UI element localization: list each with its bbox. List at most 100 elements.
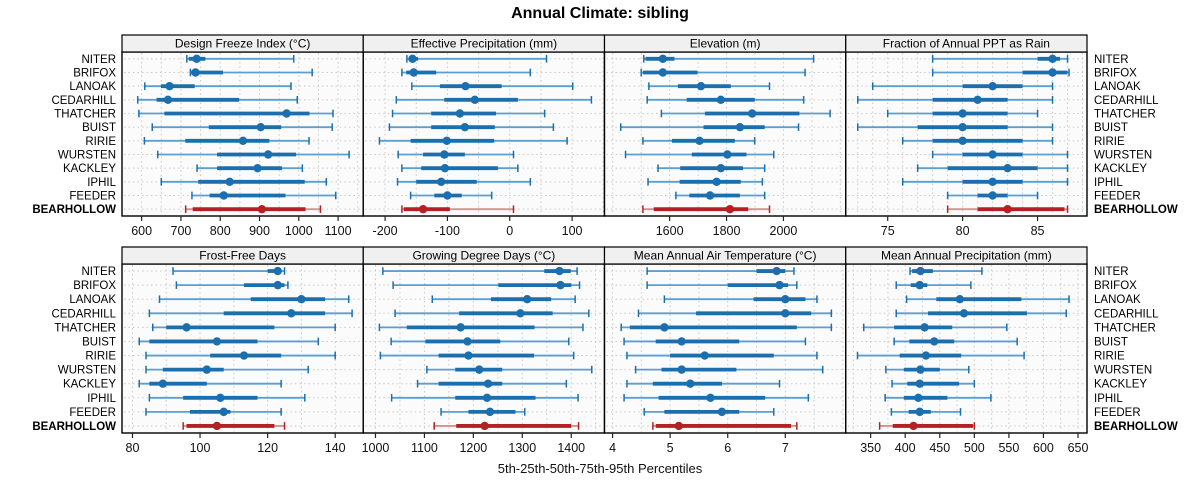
median-dot xyxy=(257,204,267,214)
percentile-row-brifox xyxy=(931,68,1070,77)
site-label-right-ririe: RIRIE xyxy=(1094,351,1125,363)
median-dot xyxy=(455,109,465,118)
percentile-row-kackley xyxy=(416,379,568,388)
percentile-row-lanoak xyxy=(871,81,1054,91)
percentile-row-brifox xyxy=(895,280,972,290)
median-dot xyxy=(735,122,745,132)
median-dot xyxy=(959,309,969,318)
percentile-row-ririe xyxy=(901,136,1054,146)
panel-mean-annual-precipitation-mm: Mean Annual Precipitation (mm) 350 400 450 5… xyxy=(845,246,1088,455)
x-tick-label: 1100 xyxy=(411,441,438,455)
site-label-left-ririe: RIRIE xyxy=(85,136,116,148)
median-dot xyxy=(716,163,726,173)
percentile-row-niter xyxy=(931,54,1069,64)
x-tick-label: 0 xyxy=(506,224,513,238)
median-dot xyxy=(263,150,273,159)
x-tick-label: -200 xyxy=(373,224,398,238)
median-dot xyxy=(695,136,704,146)
percentile-row-iphil xyxy=(901,177,1069,187)
median-dot xyxy=(456,323,465,332)
percentile-row-lanoak xyxy=(663,295,818,304)
percentile-row-kackley xyxy=(626,379,781,388)
median-dot xyxy=(920,323,929,332)
median-dot xyxy=(958,122,967,132)
site-label-left-iphil: IPHIL xyxy=(87,177,116,189)
percentile-row-ririe xyxy=(379,351,575,360)
chart-title: Annual Climate: sibling xyxy=(511,5,689,22)
x-tick-label: 80 xyxy=(126,441,140,455)
percentile-row-feeder xyxy=(145,407,282,417)
percentile-row-cedarhill xyxy=(395,95,593,105)
site-label-right-brifox: BRIFOX xyxy=(1094,280,1137,292)
median-dot xyxy=(516,309,525,318)
median-dot xyxy=(436,177,446,187)
percentile-row-cedarhill xyxy=(895,309,1068,318)
median-dot xyxy=(781,309,790,318)
panel-header xyxy=(845,246,1088,265)
median-dot xyxy=(460,122,470,132)
percentile-row-brifox xyxy=(401,68,532,77)
percentile-row-ririe xyxy=(378,136,568,146)
site-label-left-brifox: BRIFOX xyxy=(73,68,116,80)
median-dot xyxy=(706,393,715,402)
site-label-right-cedarhill: CEDARHILL xyxy=(1094,308,1159,320)
x-tick-label: 80 xyxy=(956,224,970,238)
percentile-row-wursten xyxy=(397,150,515,159)
percentile-row-ririe xyxy=(143,136,310,146)
site-label-right-niter: NITER xyxy=(1094,266,1129,278)
percentile-row-thatcher xyxy=(378,323,584,332)
site-label-right-feeder: FEEDER xyxy=(1094,191,1141,203)
median-dot xyxy=(1003,163,1012,173)
percentile-row-niter xyxy=(646,266,795,276)
site-label-right-buist: BUIST xyxy=(1094,336,1128,348)
percentile-row-niter xyxy=(643,54,815,64)
x-tick-label: 400 xyxy=(895,441,916,455)
panel-effective-precipitation-mm: Effective Precipitation (mm) -200 -100 0 100 xyxy=(362,34,606,238)
x-tick-label: 75 xyxy=(881,224,895,238)
median-dot xyxy=(475,365,484,374)
median-dot xyxy=(482,393,492,402)
median-dot xyxy=(686,379,695,388)
site-label-right-feeder: FEEDER xyxy=(1094,407,1141,419)
percentile-row-kackley xyxy=(891,379,976,388)
site-label-left-cedarhill: CEDARHILL xyxy=(51,95,116,107)
percentile-row-feeder xyxy=(643,407,775,417)
percentile-row-lanoak xyxy=(144,81,292,91)
x-tick-label: -100 xyxy=(435,224,460,238)
median-dot xyxy=(696,81,706,91)
median-dot xyxy=(958,109,967,118)
percentile-row-feeder xyxy=(946,191,1039,200)
median-dot xyxy=(958,136,967,146)
median-dot xyxy=(461,81,470,91)
median-dot xyxy=(988,150,997,159)
median-dot xyxy=(915,407,924,417)
x-tick-label: 5 xyxy=(667,441,674,455)
percentile-row-cedarhill xyxy=(637,309,833,318)
percentile-row-iphil xyxy=(884,393,992,402)
site-label-right-kackley: KACKLEY xyxy=(1094,163,1147,175)
x-tick-label: 1800 xyxy=(713,224,741,238)
median-dot xyxy=(1048,54,1057,64)
panel-frost-free-days: Frost-Free Days 80 100 120 140 xyxy=(121,246,364,455)
site-label-right-ririe: RIRIE xyxy=(1094,136,1125,148)
site-label-right-thatcher: THATCHER xyxy=(1094,109,1156,121)
median-dot xyxy=(238,136,248,146)
x-tick-label: 500 xyxy=(964,441,985,455)
site-label-left-feeder: FEEDER xyxy=(69,191,116,203)
site-label-left-iphil: IPHIL xyxy=(87,393,116,405)
panel-title: Design Freeze Index (°C) xyxy=(175,37,311,51)
percentile-row-bearhollow xyxy=(652,421,798,431)
median-dot xyxy=(914,393,923,402)
median-dot xyxy=(658,68,668,77)
x-tick-label: 4 xyxy=(609,441,616,455)
site-label-left-niter: NITER xyxy=(82,266,117,278)
site-label-left-wursten: WURSTEN xyxy=(58,365,116,377)
site-label-left-ririe: RIRIE xyxy=(85,351,116,363)
percentile-row-thatcher xyxy=(620,323,833,332)
x-tick-label: 550 xyxy=(998,441,1019,455)
percentile-row-iphil xyxy=(390,393,579,402)
percentile-row-iphil xyxy=(396,177,532,187)
median-dot xyxy=(772,266,781,276)
median-dot xyxy=(463,337,472,346)
site-label-right-lanoak: LANOAK xyxy=(1094,294,1141,306)
